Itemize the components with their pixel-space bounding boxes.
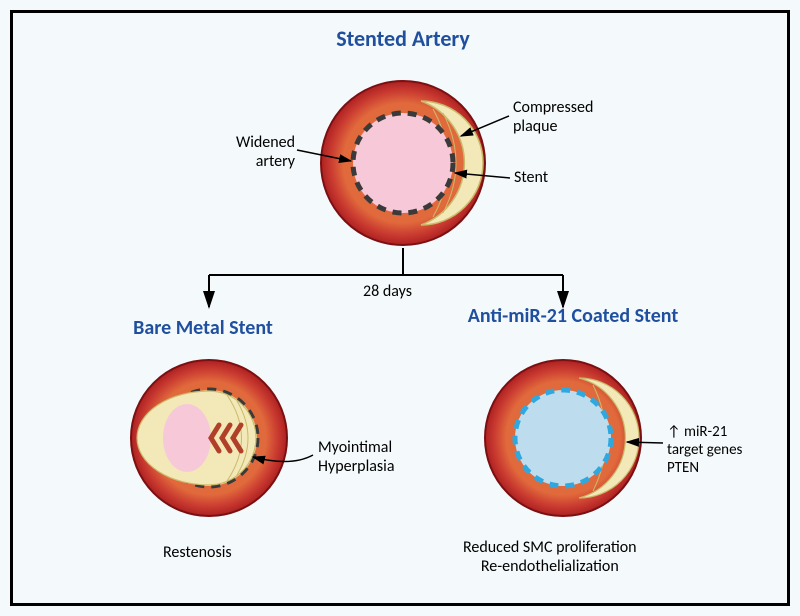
diagram-svg <box>13 13 793 609</box>
diagram-frame: Stented Artery Bare Metal Stent Anti-miR… <box>10 10 790 606</box>
split-arrow <box>209 248 563 307</box>
left-lumen <box>163 404 211 472</box>
left-artery <box>131 360 313 516</box>
top-artery <box>297 81 510 245</box>
right-artery <box>485 360 663 516</box>
